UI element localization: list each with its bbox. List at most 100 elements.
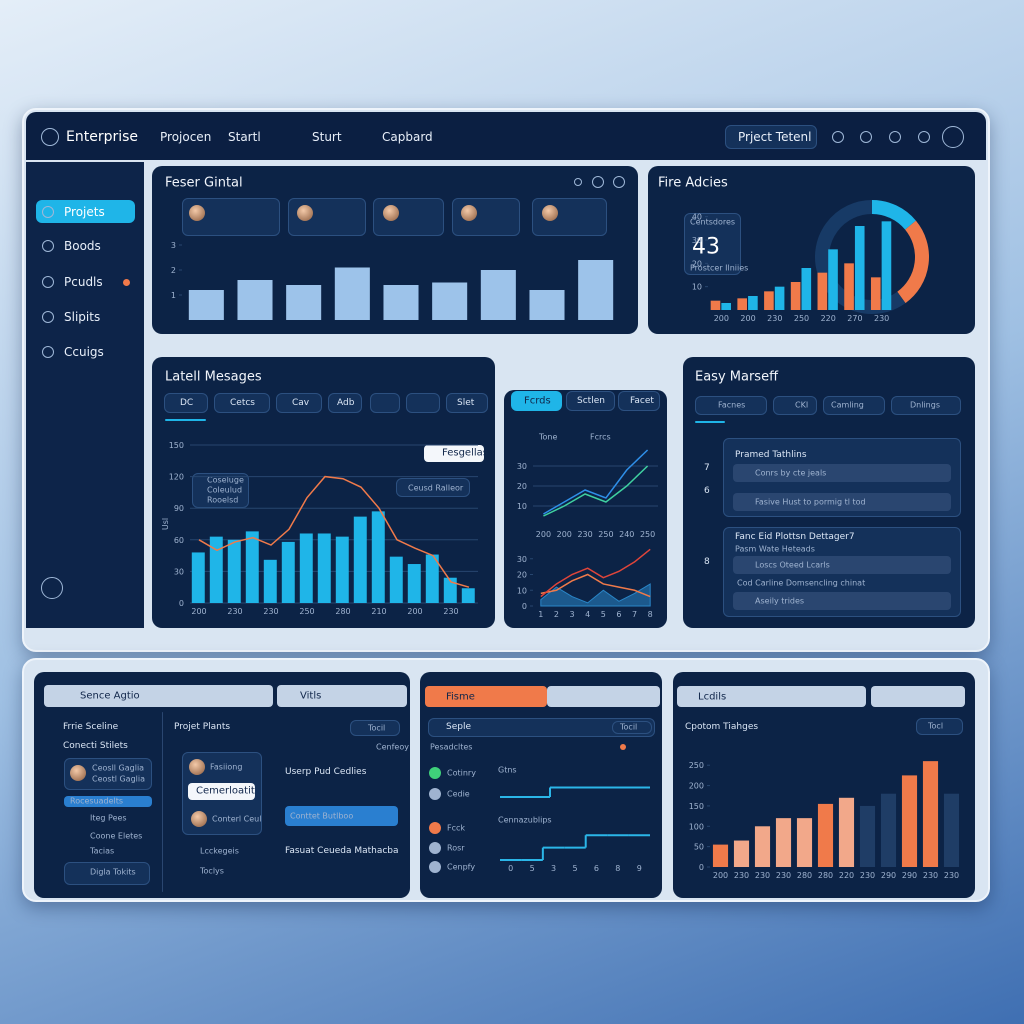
- trends-panel: [504, 390, 667, 628]
- label: Loscs Oteed Lcarls: [755, 560, 830, 570]
- label[interactable]: Pcudls: [64, 275, 103, 289]
- bar: [578, 260, 614, 320]
- label: Centsdores: [690, 217, 736, 227]
- label[interactable]: Cetcs: [230, 398, 255, 408]
- y-tick-label: 2: [171, 266, 176, 275]
- bar: [901, 775, 918, 867]
- label[interactable]: Fcrds: [524, 395, 551, 407]
- label[interactable]: Facet: [630, 396, 654, 406]
- label[interactable]: DC: [180, 398, 194, 408]
- label[interactable]: Tocl: [928, 721, 944, 731]
- label: Seple: [446, 722, 472, 732]
- status-dot: [429, 822, 441, 834]
- x-tick-label: 290: [902, 871, 917, 880]
- status-dot: [429, 861, 441, 873]
- sidebar-active: [36, 200, 135, 223]
- tools: [871, 686, 965, 707]
- label[interactable]: Capbard: [382, 130, 433, 144]
- label: Digla Tokits: [90, 867, 136, 877]
- label[interactable]: Lcckegeis: [200, 846, 239, 856]
- label[interactable]: Tocil: [620, 722, 638, 732]
- y-axis-label: Usl: [161, 518, 170, 530]
- bar: [425, 554, 439, 603]
- card-button: [188, 783, 255, 800]
- header-button: [725, 125, 817, 149]
- label: Ceosll Gaglia: [92, 763, 145, 773]
- list-row: [733, 592, 951, 610]
- label: Prostcer Ilniies: [690, 263, 749, 273]
- label[interactable]: Cemerloatit: [196, 785, 255, 797]
- bar: [335, 536, 349, 603]
- label: Fanc Eid Plottsn Dettager7: [735, 532, 855, 542]
- label: Pasm Wate Heteads: [735, 544, 815, 554]
- stat-box: [684, 213, 741, 275]
- label[interactable]: Vitls: [300, 690, 322, 702]
- bar: [733, 840, 750, 867]
- label[interactable]: Slet: [457, 398, 475, 408]
- label[interactable]: Boods: [64, 239, 101, 253]
- icon: [42, 276, 54, 288]
- label: Fire Adcies: [658, 175, 728, 191]
- label[interactable]: Sence Agtio: [80, 690, 140, 702]
- avatar: [191, 811, 207, 827]
- avatar: [297, 205, 313, 221]
- y-tick-label: 1: [171, 291, 176, 300]
- label: Aseily trides: [755, 596, 805, 606]
- bar: [407, 564, 421, 603]
- bar: [943, 793, 960, 867]
- note-box: [396, 478, 470, 497]
- label: Coseluge: [207, 475, 244, 485]
- label[interactable]: Projets: [64, 205, 105, 219]
- bar: [317, 533, 331, 603]
- x-tick-label: 220: [839, 871, 854, 880]
- bar: [922, 761, 939, 867]
- label[interactable]: Adb: [337, 398, 355, 408]
- bar: [237, 280, 273, 320]
- label[interactable]: CKI: [795, 400, 809, 410]
- label[interactable]: Camling: [831, 400, 864, 410]
- tab: [425, 686, 547, 707]
- label: Easy Marseff: [695, 369, 779, 385]
- label[interactable]: Slipits: [64, 310, 101, 324]
- label: Pesadcltes: [430, 742, 473, 752]
- marker: [620, 744, 626, 750]
- y-tick-label: 3: [171, 241, 176, 250]
- sidebar: [26, 162, 144, 628]
- filter-underline: [695, 421, 725, 423]
- icon: [889, 131, 901, 143]
- label[interactable]: Sctlen: [577, 396, 605, 406]
- label[interactable]: Cav: [292, 398, 310, 408]
- label[interactable]: Tocil: [368, 723, 386, 733]
- x-tick-label: 230: [944, 871, 959, 880]
- bar: [263, 559, 277, 603]
- label[interactable]: Startl: [228, 130, 261, 144]
- label[interactable]: Ccuigs: [64, 345, 104, 359]
- label: 8: [704, 557, 710, 567]
- filter: [350, 720, 400, 736]
- label[interactable]: Projocen: [160, 130, 212, 144]
- y-tick-label: 60: [174, 536, 184, 545]
- bar: [227, 539, 241, 603]
- label: Enterprise: [66, 129, 139, 145]
- y-tick-label: 20: [517, 571, 527, 580]
- label[interactable]: Prject Tetenl: [738, 130, 812, 144]
- y-tick-label: 10: [517, 586, 527, 595]
- line: [543, 449, 649, 515]
- label[interactable]: Dnlings: [910, 400, 940, 410]
- tab: [276, 393, 322, 413]
- y-tick-label: 120: [169, 473, 184, 482]
- label: 6: [704, 486, 710, 496]
- label: Feser Gintal: [165, 175, 243, 191]
- tab-rest: [547, 686, 660, 707]
- label[interactable]: Sturt: [312, 130, 342, 144]
- label: 43: [692, 234, 720, 260]
- label: Cennazublips: [498, 815, 552, 825]
- y-tick-label: 150: [689, 802, 704, 811]
- bar: [245, 531, 259, 603]
- label[interactable]: Lcdils: [698, 691, 727, 703]
- bar: [775, 818, 792, 867]
- label[interactable]: Fisme: [446, 691, 475, 703]
- x-tick-label: 200: [713, 871, 728, 880]
- label[interactable]: Toclys: [200, 866, 224, 876]
- label[interactable]: Facnes: [718, 400, 746, 410]
